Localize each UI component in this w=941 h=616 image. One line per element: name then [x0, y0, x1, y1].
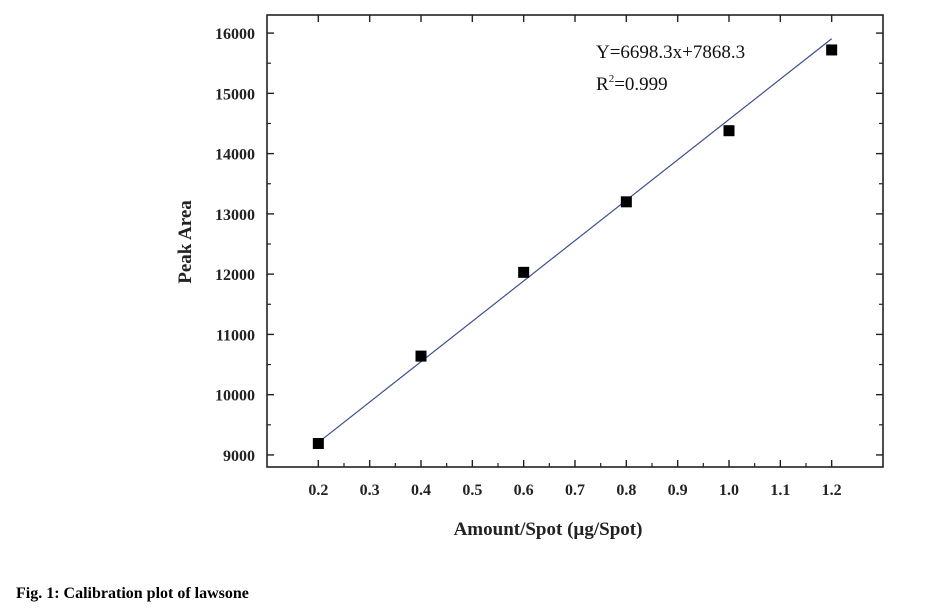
ticks: 0.2 0.3 0.4 0.5 0.6 0.7 0.8 0.9 1.0 1.1 1.2 9000 100… [215, 15, 883, 499]
y-tick-label: 16000 [215, 26, 255, 43]
regression-line [317, 38, 833, 443]
r2-value: =0.999 [614, 74, 667, 95]
data-point [826, 44, 838, 56]
data-point [312, 437, 324, 449]
x-tick-label: 0.5 [462, 482, 482, 499]
r2-prefix: R [596, 74, 609, 95]
r2-superscript: 2 [609, 73, 615, 85]
x-tick-label: 0.2 [308, 482, 328, 499]
data-point [518, 266, 530, 278]
r2-annotation: R2=0.999 [596, 73, 668, 95]
y-tick-label: 14000 [215, 147, 255, 164]
y-tick-label: 15000 [215, 86, 255, 103]
data-point [620, 196, 632, 208]
y-tick-label: 9000 [223, 448, 255, 465]
x-tick-label: 0.7 [565, 482, 585, 499]
y-tick-label: 12000 [215, 267, 255, 284]
x-tick-label: 0.3 [360, 482, 380, 499]
x-tick-label: 1.0 [719, 482, 739, 499]
y-tick-label: 10000 [215, 388, 255, 405]
x-tick-label: 0.4 [411, 482, 431, 499]
data-point [723, 125, 735, 137]
y-tick-label: 11000 [216, 327, 255, 344]
data-point [415, 350, 427, 362]
y-axis-title: Peak Area [175, 200, 196, 284]
equation-annotation: Y=6698.3x+7868.3 [596, 42, 745, 63]
x-tick-label: 0.6 [514, 482, 534, 499]
data-series [312, 44, 838, 449]
x-tick-label: 1.1 [770, 482, 790, 499]
y-tick-label: 13000 [215, 207, 255, 224]
calibration-chart: 0.2 0.3 0.4 0.5 0.6 0.7 0.8 0.9 1.0 1.1 1.2 9000 100… [175, 14, 884, 540]
figure-caption: Fig. 1: Calibration plot of lawsone [16, 585, 249, 602]
x-tick-label: 0.8 [616, 482, 636, 499]
x-axis-title: Amount/Spot (µg/Spot) [454, 519, 643, 540]
x-tick-label: 1.2 [822, 482, 842, 499]
x-tick-label: 0.9 [668, 482, 688, 499]
regression-series [317, 38, 833, 443]
